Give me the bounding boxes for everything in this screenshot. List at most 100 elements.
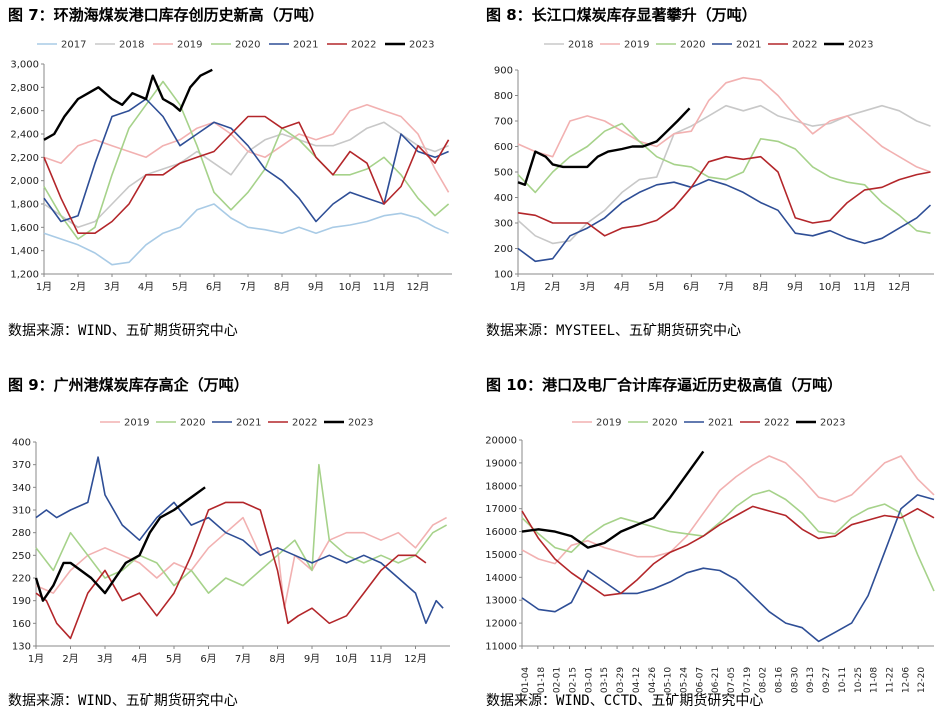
series-2022-line (517, 155, 931, 237)
y-tick-label: 400 (494, 193, 513, 204)
legend-label: 2023 (409, 40, 434, 51)
legend-label: 2022 (764, 418, 789, 429)
legend-label: 2019 (596, 418, 621, 429)
x-tick-label: 8月 (752, 281, 768, 293)
legend-item: 2020 (211, 40, 260, 51)
x-tick-label: 7月 (240, 281, 256, 293)
x-tick-label: 06-21 (711, 667, 721, 693)
legend-label: 2020 (680, 40, 705, 51)
chart-svg-3: 130 160 190 220 250 280 310 340 370 400 1月 2月 3月 4月 5月… (12, 418, 450, 665)
x-tick-label: 8月 (269, 653, 285, 665)
y-tick-label: 2,000 (10, 176, 39, 187)
x-tick-label: 3月 (579, 281, 595, 293)
legend-item: 2022 (327, 40, 376, 51)
legend-item: 2017 (37, 40, 86, 51)
y-tick-label: 340 (12, 483, 31, 494)
x-tick-label: 12月 (404, 653, 427, 665)
legend-item: 2020 (156, 418, 205, 429)
series-2022-line (43, 115, 450, 234)
y-tick-label: 18000 (485, 481, 517, 492)
series-2023-line (521, 450, 705, 549)
y-tick-label: 280 (12, 528, 31, 539)
y-tick-label: 500 (494, 168, 513, 179)
series-2021-line (517, 178, 932, 263)
y-tick-label: 130 (12, 642, 31, 653)
series-2020-line (521, 489, 935, 592)
chart-svg-2: 100 200 300 400 500 600 700 800 900 1月 2月 3月 4月 5月 6月 7… (494, 40, 934, 293)
series-2019-line (35, 516, 447, 609)
x-tick-label: 10月 (339, 281, 362, 293)
x-tick-label: 06-07 (695, 667, 705, 693)
x-tick-label: 02-01 (553, 667, 563, 693)
x-tick-label: 04-12 (632, 667, 642, 693)
y-tick-label: 220 (12, 574, 31, 585)
y-tick-label: 400 (12, 438, 31, 449)
legend-item: 2019 (100, 418, 149, 429)
legend-item: 2023 (796, 418, 845, 429)
legend-label: 2021 (293, 40, 318, 51)
legend-label: 2022 (292, 418, 317, 429)
legend-label: 2019 (177, 40, 202, 51)
y-tick-label: 700 (494, 117, 513, 128)
x-tick-label: 6月 (206, 281, 222, 293)
chart-title-3: 图 9：广州港煤炭库存高企（万吨） (8, 376, 249, 394)
legend-item: 2023 (324, 418, 373, 429)
y-tick-label: 11000 (485, 642, 517, 653)
x-tick-label: 1月 (28, 653, 44, 665)
legend-item: 2020 (656, 40, 705, 51)
legend-item: 2021 (684, 418, 733, 429)
legend-label: 2020 (652, 418, 677, 429)
series-2021-line (521, 494, 935, 643)
x-tick-label: 05-10 (664, 667, 674, 693)
y-tick-label: 1,400 (10, 246, 39, 257)
legend-item: 2022 (740, 418, 789, 429)
series-2023-line (34, 486, 206, 602)
x-tick-label: 2月 (544, 281, 560, 293)
y-tick-label: 600 (494, 142, 513, 153)
x-tick-label: 03-01 (584, 667, 594, 693)
series-2019-line (43, 104, 450, 193)
x-tick-label: 07-05 (727, 667, 737, 693)
x-tick-label: 7月 (718, 281, 734, 293)
x-tick-label: 03-15 (600, 667, 610, 693)
x-tick-label: 09-13 (806, 667, 816, 693)
x-tick-label: 4月 (614, 281, 630, 293)
legend-item: 2019 (572, 418, 621, 429)
x-tick-label: 01-04 (521, 667, 531, 693)
legend-item: 2021 (269, 40, 318, 51)
y-tick-label: 310 (12, 506, 31, 517)
legend-item: 2018 (95, 40, 144, 51)
legend-item: 2023 (385, 40, 434, 51)
x-tick-label: 08-02 (759, 667, 769, 693)
series-2019-line (521, 455, 935, 565)
y-tick-label: 900 (494, 66, 513, 77)
series-2019-line (517, 76, 931, 173)
x-tick-label: 3月 (104, 281, 120, 293)
y-tick-label: 100 (494, 270, 513, 281)
y-tick-label: 190 (12, 596, 31, 607)
chart-source-1: 数据来源：WIND、五矿期货研究中心 (8, 323, 238, 339)
x-tick-label: 9月 (787, 281, 803, 293)
x-tick-label: 11-08 (870, 667, 880, 693)
chart-panel-4: 图 10：港口及电厂合计库存逼近历史极高值（万吨） 11000 12000 1300… (472, 358, 944, 716)
x-tick-label: 3月 (97, 653, 113, 665)
x-tick-label: 10月 (335, 653, 358, 665)
chart-svg-1: 1,200 1,400 1,600 1,800 2,000 2,200 2,400 2,600… (10, 40, 452, 293)
x-tick-label: 6月 (200, 653, 216, 665)
x-tick-label: 4月 (138, 281, 154, 293)
chart-source-4: 数据来源：WIND、CCTD、五矿期货研究中心 (486, 693, 764, 709)
legend-item: 2019 (600, 40, 649, 51)
y-tick-label: 12000 (485, 619, 517, 630)
chart-title-2: 图 8：长江口煤炭库存显著攀升（万吨） (486, 6, 757, 24)
x-tick-label: 03-29 (616, 667, 626, 693)
series-2023-line (517, 107, 691, 187)
legend-label: 2018 (119, 40, 144, 51)
y-tick-label: 3,000 (10, 60, 39, 71)
y-tick-label: 2,200 (10, 153, 39, 164)
x-tick-label: 9月 (308, 281, 324, 293)
series-2022-line (521, 505, 935, 597)
x-tick-label: 11月 (853, 281, 876, 293)
chart-panel-1: 图 7：环渤海煤炭港口库存创历史新高（万吨） 1,200 1,400 1,600 1,… (0, 0, 472, 358)
y-tick-label: 160 (12, 619, 31, 630)
x-tick-label: 10-11 (838, 667, 848, 693)
